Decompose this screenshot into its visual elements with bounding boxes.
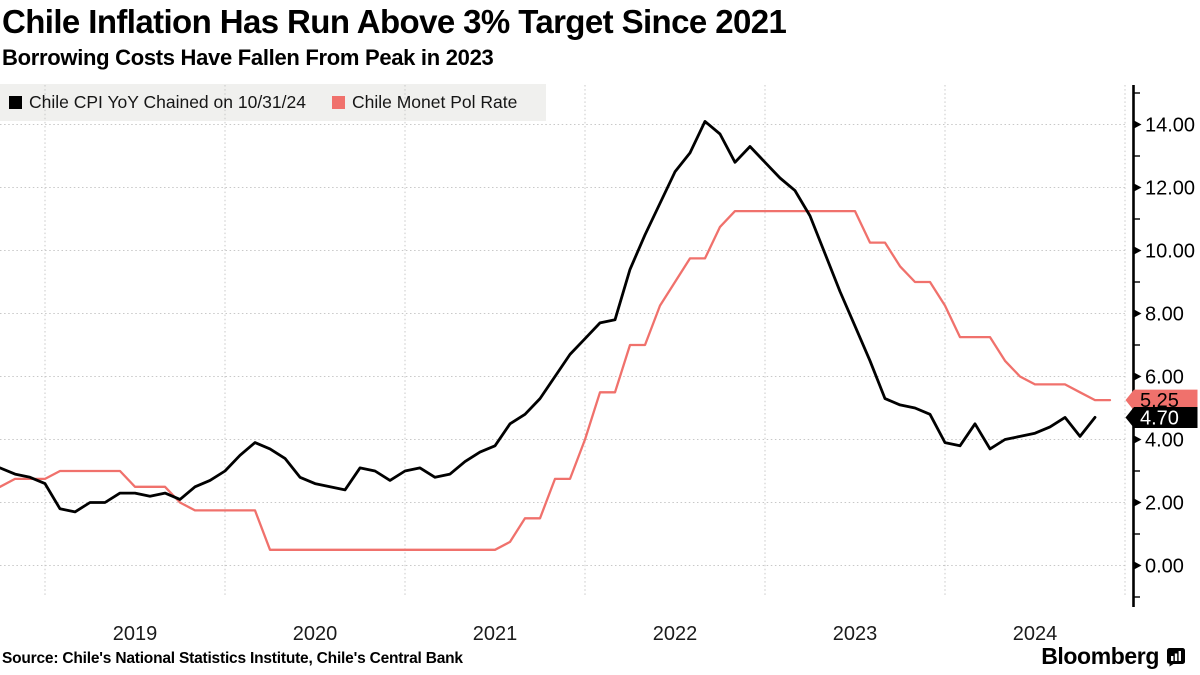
y-axis-tick-label: 8.00 (1145, 304, 1184, 326)
cpi-series-swatch-icon (9, 96, 22, 109)
y-axis-major-tick (1134, 309, 1142, 318)
legend-label-cpi: Chile CPI YoY Chained on 10/31/24 (29, 92, 306, 112)
x-axis-tick-label: 2023 (833, 623, 878, 645)
last-value-callout (1125, 389, 1198, 411)
series-line (0, 120, 1097, 514)
chart-title: Chile Inflation Has Run Above 3% Target … (2, 3, 787, 40)
y-axis-tick-label: 0.00 (1145, 556, 1184, 578)
y-axis-tick-label: 6.00 (1145, 367, 1184, 389)
legend-strip (0, 84, 546, 121)
last-value-callout-label: 4.70 (1140, 407, 1179, 429)
series-line (0, 209, 1112, 551)
y-axis-major-tick (1134, 183, 1142, 192)
x-axis-tick-label: 2020 (293, 623, 338, 645)
x-axis-tick-label: 2019 (113, 623, 158, 645)
legend-item-policy-rate: Chile Monet Pol Rate (331, 92, 518, 113)
y-axis-major-tick (1134, 120, 1142, 129)
bar-chart-bubble-icon (1167, 647, 1185, 666)
y-axis-tick-label: 12.00 (1145, 178, 1195, 200)
chart-subtitle: Borrowing Costs Have Fallen From Peak in… (2, 45, 494, 70)
x-axis-tick-label: 2021 (473, 623, 518, 645)
y-axis-major-tick (1134, 246, 1142, 255)
y-axis-tick-label: 14.00 (1145, 115, 1195, 137)
y-axis-major-tick (1134, 561, 1142, 570)
last-value-callout (1125, 406, 1198, 428)
bloomberg-wordmark: Bloomberg (1041, 643, 1159, 669)
y-axis-tick-label: 2.00 (1145, 493, 1184, 515)
y-axis-major-tick (1134, 435, 1142, 444)
last-value-callout-label: 5.25 (1140, 390, 1179, 412)
bloomberg-logo: Bloomberg (1041, 643, 1186, 670)
y-axis-major-tick (1134, 372, 1142, 381)
source-note: Source: Chile's National Statistics Inst… (2, 650, 463, 667)
policy-rate-series-swatch-icon (331, 96, 345, 109)
legend-label-policy-rate: Chile Monet Pol Rate (351, 92, 518, 112)
chart-legend: Chile CPI YoY Chained on 10/31/24 Chile … (0, 84, 546, 121)
legend-item-cpi: Chile CPI YoY Chained on 10/31/24 (9, 92, 306, 113)
y-axis-major-tick (1134, 498, 1142, 507)
x-axis-tick-label: 2022 (653, 623, 698, 645)
x-axis-tick-label: 2024 (1013, 623, 1058, 645)
y-axis-tick-label: 10.00 (1145, 241, 1195, 263)
y-axis-tick-label: 4.00 (1145, 430, 1184, 452)
